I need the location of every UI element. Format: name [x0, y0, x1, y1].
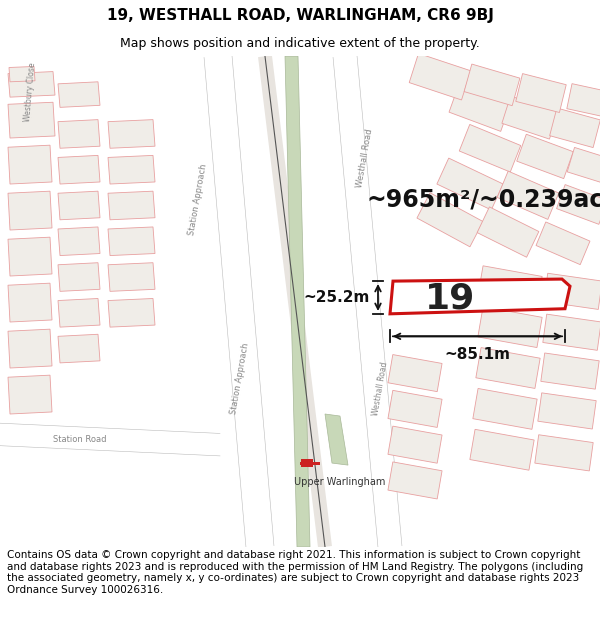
Polygon shape	[544, 273, 600, 309]
Polygon shape	[517, 134, 573, 179]
Polygon shape	[390, 279, 570, 314]
Polygon shape	[8, 72, 55, 97]
Polygon shape	[567, 148, 600, 184]
Polygon shape	[8, 329, 52, 368]
Text: Station Approach: Station Approach	[229, 342, 251, 415]
Polygon shape	[58, 299, 100, 327]
Text: 19, WESTHALL ROAD, WARLINGHAM, CR6 9BJ: 19, WESTHALL ROAD, WARLINGHAM, CR6 9BJ	[107, 8, 493, 23]
Polygon shape	[9, 66, 35, 82]
Polygon shape	[58, 262, 100, 291]
Text: Contains OS data © Crown copyright and database right 2021. This information is : Contains OS data © Crown copyright and d…	[7, 550, 583, 595]
Polygon shape	[108, 262, 155, 291]
Bar	[303, 459, 313, 467]
Polygon shape	[478, 307, 542, 348]
Polygon shape	[58, 82, 100, 107]
Polygon shape	[388, 462, 442, 499]
Polygon shape	[409, 53, 471, 100]
Polygon shape	[58, 191, 100, 220]
Polygon shape	[449, 83, 511, 131]
Polygon shape	[476, 348, 540, 388]
Polygon shape	[437, 158, 503, 210]
Polygon shape	[567, 84, 600, 117]
Text: ~965m²/~0.239ac.: ~965m²/~0.239ac.	[367, 188, 600, 211]
Polygon shape	[538, 393, 596, 429]
Polygon shape	[478, 266, 542, 307]
Polygon shape	[8, 145, 52, 184]
Polygon shape	[108, 191, 155, 220]
Polygon shape	[470, 429, 534, 470]
Text: Westhall Road: Westhall Road	[355, 128, 374, 189]
Polygon shape	[8, 191, 52, 230]
Bar	[300, 461, 320, 464]
Polygon shape	[108, 227, 155, 256]
Polygon shape	[535, 435, 593, 471]
Polygon shape	[333, 55, 402, 548]
Polygon shape	[541, 353, 599, 389]
Text: ~25.2m: ~25.2m	[304, 290, 370, 305]
Polygon shape	[325, 414, 348, 465]
Text: Westhall Road: Westhall Road	[371, 361, 389, 416]
Polygon shape	[108, 119, 155, 148]
Text: Station Road: Station Road	[53, 435, 107, 444]
Text: 19: 19	[425, 281, 475, 316]
Text: Upper Warlingham: Upper Warlingham	[295, 478, 386, 488]
Polygon shape	[8, 102, 55, 138]
Bar	[301, 459, 311, 467]
Polygon shape	[0, 423, 220, 456]
Polygon shape	[516, 74, 566, 112]
Text: Map shows position and indicative extent of the property.: Map shows position and indicative extent…	[120, 38, 480, 51]
Polygon shape	[388, 391, 442, 428]
Polygon shape	[58, 334, 100, 363]
Polygon shape	[8, 283, 52, 322]
Polygon shape	[473, 389, 537, 429]
Polygon shape	[417, 192, 483, 247]
Text: ~85.1m: ~85.1m	[445, 346, 511, 361]
Polygon shape	[285, 56, 310, 547]
Text: Station Approach: Station Approach	[187, 163, 209, 236]
Polygon shape	[8, 375, 52, 414]
Polygon shape	[58, 227, 100, 256]
Polygon shape	[550, 108, 600, 148]
Polygon shape	[204, 55, 274, 548]
Polygon shape	[477, 207, 539, 258]
Polygon shape	[258, 56, 332, 548]
Polygon shape	[536, 222, 590, 264]
Polygon shape	[58, 119, 100, 148]
Polygon shape	[108, 156, 155, 184]
Polygon shape	[497, 171, 559, 219]
Polygon shape	[543, 314, 600, 350]
Polygon shape	[502, 96, 558, 139]
Polygon shape	[388, 354, 442, 392]
Polygon shape	[108, 299, 155, 327]
Polygon shape	[459, 124, 521, 172]
Polygon shape	[557, 184, 600, 224]
Polygon shape	[8, 237, 52, 276]
Polygon shape	[58, 156, 100, 184]
Polygon shape	[464, 64, 520, 106]
Polygon shape	[388, 426, 442, 463]
Text: Westbury Close: Westbury Close	[23, 62, 37, 122]
